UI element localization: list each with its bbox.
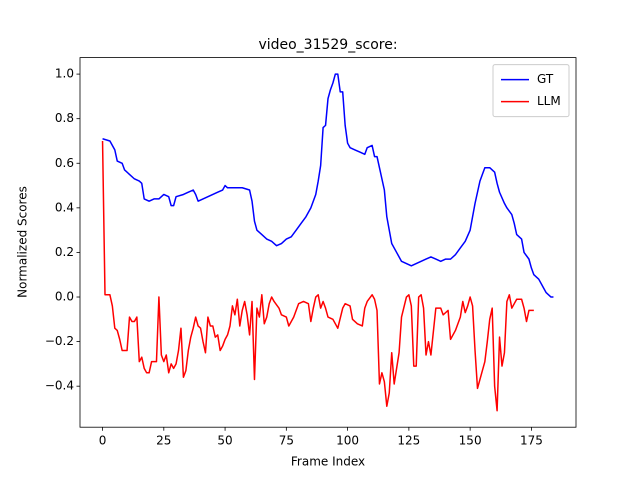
x-tick-label: 0 — [99, 434, 107, 448]
chart-title: video_31529_score: — [258, 37, 397, 53]
legend-label: GT — [537, 72, 554, 86]
y-tick-label: −0.4 — [45, 379, 74, 393]
y-tick-label: 0.6 — [55, 156, 74, 170]
plot-frame — [79, 57, 577, 428]
x-tick-label: 25 — [156, 434, 171, 448]
y-axis-label: Normalized Scores — [16, 186, 30, 298]
x-tick-label: 125 — [397, 434, 420, 448]
y-tick-label: 0.4 — [55, 200, 74, 214]
series-line — [101, 140, 534, 412]
x-axis-label: Frame Index — [291, 455, 365, 469]
x-tick-label: 100 — [336, 434, 359, 448]
x-tick-label: 75 — [279, 434, 294, 448]
y-tick-label: 0.0 — [55, 290, 74, 304]
y-tick-label: −0.2 — [45, 334, 74, 348]
y-tick-label: 0.8 — [55, 111, 74, 125]
x-tick-label: 50 — [217, 434, 232, 448]
x-tick-label: 150 — [459, 434, 482, 448]
y-tick-label: 1.0 — [55, 67, 74, 81]
series-line — [102, 73, 554, 298]
y-tick-label: 0.2 — [55, 245, 74, 259]
legend-label: LLM — [537, 94, 561, 108]
x-tick-label: 175 — [520, 434, 543, 448]
legend-box — [492, 64, 570, 118]
